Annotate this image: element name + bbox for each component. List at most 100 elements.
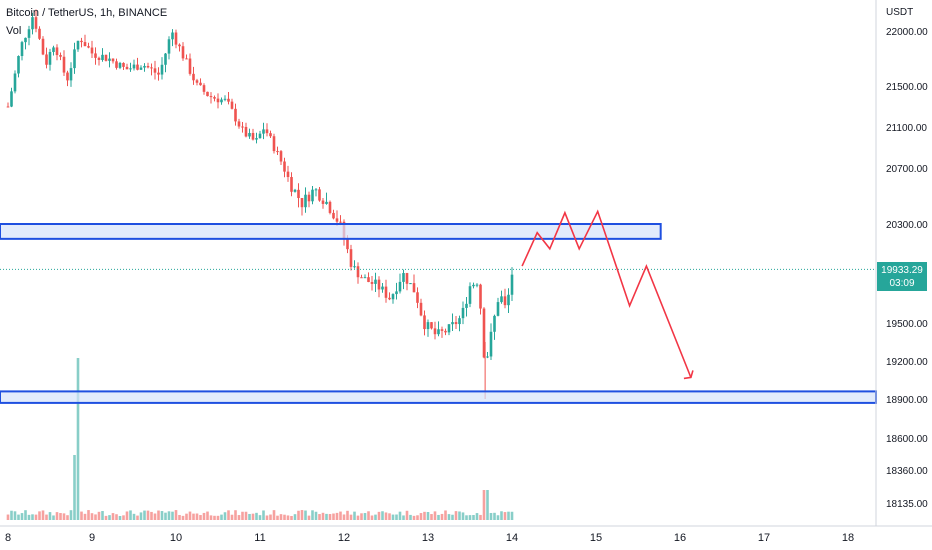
candle-body[interactable] [258, 133, 262, 139]
candle-body[interactable] [356, 266, 360, 278]
resistance-zone[interactable] [0, 223, 662, 240]
candle-body[interactable] [227, 98, 230, 102]
candle-body[interactable] [20, 42, 24, 57]
candle-body[interactable] [332, 212, 335, 219]
candle-body[interactable] [272, 136, 276, 152]
candle-body[interactable] [328, 201, 332, 213]
candle-body[interactable] [41, 38, 45, 55]
candle-body[interactable] [136, 64, 139, 70]
candle-body[interactable] [475, 284, 479, 286]
candle-body[interactable] [370, 282, 374, 284]
candle-body[interactable] [265, 129, 269, 134]
candle-body[interactable] [360, 277, 363, 279]
candle-body[interactable] [188, 58, 192, 74]
candle-body[interactable] [461, 307, 465, 319]
candle-body[interactable] [237, 121, 241, 127]
candle-body[interactable] [216, 98, 220, 103]
candle-body[interactable] [381, 286, 384, 290]
candle-body[interactable] [283, 161, 286, 172]
candle-body[interactable] [465, 303, 468, 308]
candle-body[interactable] [458, 318, 461, 325]
candle-body[interactable] [430, 322, 433, 329]
candle-body[interactable] [111, 58, 115, 62]
candle-body[interactable] [181, 46, 185, 59]
candle-body[interactable] [314, 189, 318, 191]
candle-body[interactable] [468, 286, 472, 304]
candle-body[interactable] [300, 198, 304, 208]
candle-body[interactable] [76, 40, 80, 50]
candle-body[interactable] [90, 47, 94, 54]
candle-body[interactable] [31, 17, 34, 30]
candle-body[interactable] [122, 62, 125, 67]
candle-body[interactable] [104, 54, 108, 61]
price-pane[interactable] [0, 9, 876, 399]
candle-body[interactable] [318, 189, 321, 201]
candle-body[interactable] [335, 218, 339, 222]
candle-body[interactable] [503, 296, 507, 306]
candle-body[interactable] [164, 53, 167, 65]
candle-body[interactable] [349, 249, 353, 267]
candle-body[interactable] [377, 279, 381, 290]
candle-body[interactable] [80, 40, 83, 43]
candle-body[interactable] [353, 266, 356, 268]
candle-body[interactable] [307, 194, 311, 202]
candle-body[interactable] [143, 65, 146, 68]
candle-body[interactable] [150, 67, 153, 69]
candle-body[interactable] [118, 62, 122, 68]
candle-body[interactable] [195, 80, 199, 83]
candle-body[interactable] [447, 324, 451, 333]
candle-body[interactable] [206, 91, 209, 97]
candle-body[interactable] [160, 64, 164, 75]
candle-body[interactable] [178, 44, 181, 47]
candle-body[interactable] [423, 315, 426, 330]
candle-body[interactable] [27, 29, 31, 38]
candle-body[interactable] [412, 283, 416, 293]
candle-body[interactable] [139, 67, 143, 70]
candle-body[interactable] [230, 101, 234, 109]
candle-body[interactable] [38, 28, 41, 39]
candle-body[interactable] [66, 72, 69, 81]
candle-body[interactable] [45, 54, 48, 65]
candle-body[interactable] [17, 56, 20, 74]
candle-body[interactable] [125, 66, 129, 70]
candle-body[interactable] [153, 68, 157, 73]
candle-body[interactable] [496, 302, 500, 316]
candle-body[interactable] [97, 57, 101, 61]
candle-body[interactable] [6, 106, 10, 108]
candle-body[interactable] [52, 47, 55, 52]
candle-body[interactable] [48, 51, 52, 65]
candle-body[interactable] [213, 97, 216, 99]
candle-body[interactable] [325, 201, 328, 204]
candle-body[interactable] [297, 189, 300, 199]
candle-body[interactable] [73, 49, 76, 69]
candle-body[interactable] [304, 194, 307, 208]
candle-body[interactable] [115, 61, 118, 68]
candle-body[interactable] [10, 91, 13, 107]
candle-body[interactable] [202, 85, 206, 92]
candle-body[interactable] [426, 322, 430, 330]
candle-body[interactable] [339, 221, 342, 223]
candle-body[interactable] [409, 283, 412, 285]
candle-body[interactable] [94, 53, 97, 58]
candle-body[interactable] [486, 356, 489, 358]
projection-path[interactable] [521, 209, 692, 378]
candle-body[interactable] [101, 54, 104, 61]
candle-body[interactable] [244, 126, 248, 137]
candle-body[interactable] [157, 72, 160, 75]
candle-body[interactable] [62, 56, 66, 73]
candle-body[interactable] [454, 322, 458, 325]
candle-body[interactable] [87, 46, 90, 48]
candle-body[interactable] [248, 132, 251, 137]
candle-body[interactable] [129, 68, 132, 70]
candle-body[interactable] [241, 126, 244, 128]
candle-body[interactable] [437, 329, 440, 335]
candle-body[interactable] [507, 294, 510, 306]
candle-body[interactable] [69, 68, 73, 81]
candle-body[interactable] [171, 32, 174, 40]
candle-body[interactable] [395, 291, 398, 295]
candle-body[interactable] [55, 47, 59, 56]
candle-body[interactable] [251, 132, 255, 140]
candle-body[interactable] [83, 42, 87, 47]
candle-body[interactable] [346, 238, 349, 250]
candle-body[interactable] [388, 297, 391, 300]
